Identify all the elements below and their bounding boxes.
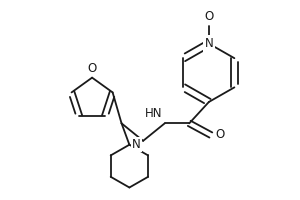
Text: N: N	[132, 138, 141, 151]
Text: N: N	[205, 37, 213, 50]
Text: O: O	[204, 10, 214, 23]
Text: HN: HN	[145, 107, 163, 120]
Text: O: O	[88, 62, 97, 75]
Text: O: O	[216, 129, 225, 142]
